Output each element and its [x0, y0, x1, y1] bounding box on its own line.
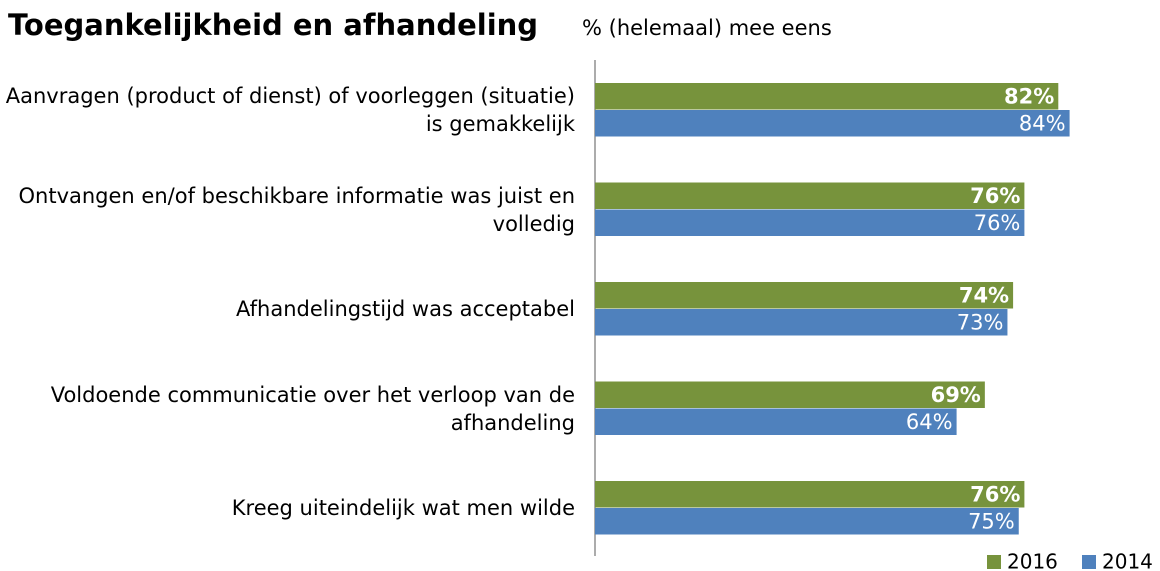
bar	[595, 481, 1025, 508]
value-label: 76%	[970, 184, 1020, 208]
bar	[595, 309, 1008, 336]
value-label: 73%	[957, 310, 1004, 334]
legend-label: 2016	[1007, 550, 1058, 571]
value-label: 76%	[974, 211, 1021, 235]
bar	[595, 110, 1070, 137]
legend-swatch	[987, 555, 1001, 569]
bar	[595, 381, 985, 408]
bar	[595, 209, 1025, 236]
category-label: Afhandelingstijd was acceptabel	[236, 297, 575, 321]
legend-label: 2014	[1102, 550, 1153, 571]
value-label: 84%	[1019, 111, 1066, 135]
value-label: 75%	[968, 509, 1015, 533]
bar	[595, 408, 957, 435]
chart-title: Toegankelijkheid en afhandeling	[8, 8, 539, 42]
category-label: Kreeg uiteindelijk wat men wilde	[231, 496, 575, 520]
chart-subtitle: % (helemaal) mee eens	[582, 16, 832, 40]
bar	[595, 508, 1019, 535]
legend-swatch	[1082, 555, 1096, 569]
bar	[595, 83, 1059, 110]
category-label: Ontvangen en/of beschikbare informatie w…	[18, 183, 576, 236]
category-label: Aanvragen (product of dienst) of voorleg…	[5, 84, 575, 136]
bar	[595, 282, 1014, 309]
value-label: 74%	[959, 283, 1009, 307]
category-label: Voldoende communicatie over het verloop …	[50, 382, 575, 435]
value-label: 64%	[906, 410, 953, 434]
bar	[595, 182, 1025, 209]
value-label: 76%	[970, 482, 1020, 506]
value-label: 82%	[1004, 84, 1054, 108]
value-label: 69%	[931, 383, 981, 407]
